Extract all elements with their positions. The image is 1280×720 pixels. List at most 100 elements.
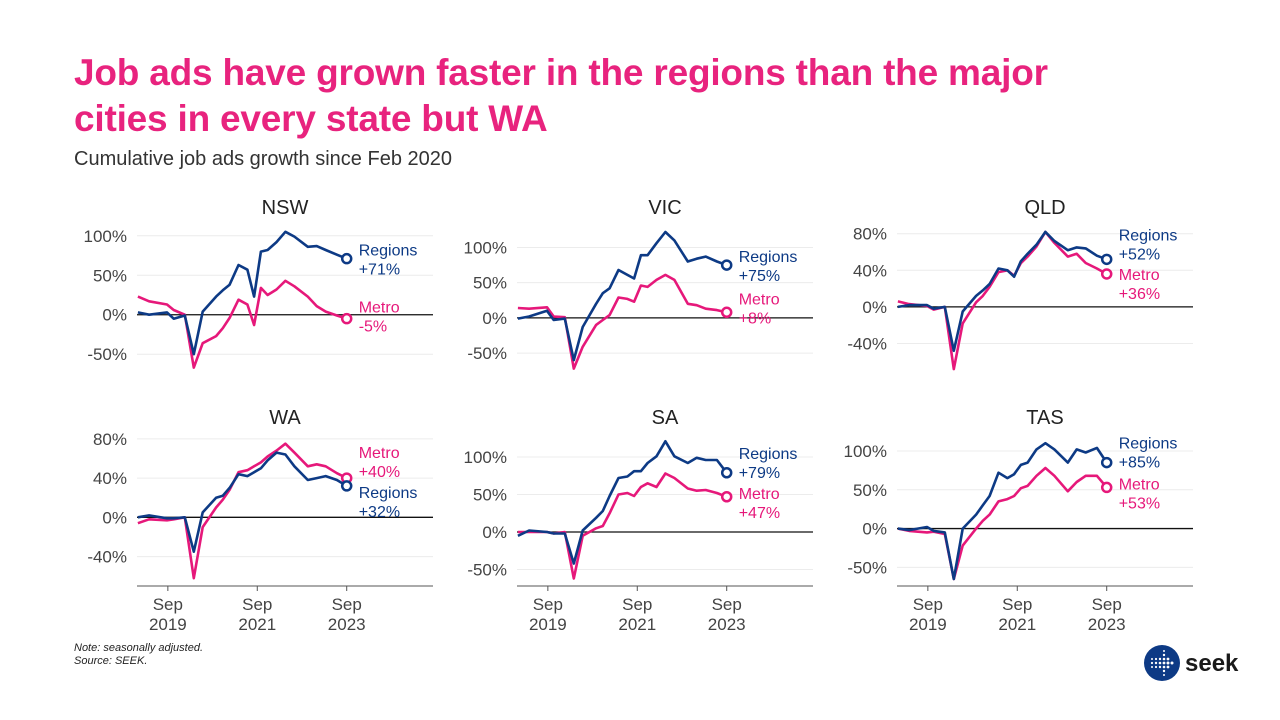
source-text: Source: SEEK. xyxy=(74,655,148,667)
y-tick-label: 0% xyxy=(862,520,887,539)
end-point-regions xyxy=(1100,253,1113,266)
seek-logo: seek xyxy=(1143,644,1253,682)
x-tick-year: 2019 xyxy=(149,615,187,634)
panel-qld: QLD -40% 0% 40% 80% Metro +36% Regions +52% xyxy=(820,190,1200,395)
series-name-label: Metro xyxy=(739,486,780,503)
y-tick-label: 40% xyxy=(93,469,127,488)
y-tick-label: 50% xyxy=(853,481,887,500)
x-tick-month: Sep xyxy=(1002,595,1032,614)
series-end-value-label: +47% xyxy=(739,505,780,522)
x-tick-year: 2021 xyxy=(618,615,656,634)
panel-svg: TAS-50%0%50%100%Sep2019Sep2021Sep2023Met… xyxy=(844,407,1193,634)
x-tick-year: 2023 xyxy=(1088,615,1126,634)
footnote: Note: seasonally adjusted. Source: SEEK. xyxy=(74,642,203,668)
panel-svg: WA-40%0%40%80%Sep2019Sep2021Sep2023Metro… xyxy=(87,407,433,634)
panel-title: QLD xyxy=(1024,197,1065,219)
panel-vic: VIC -50% 0% 50% 100% Metro +8% Regions +75% xyxy=(440,190,820,395)
series-line-metro xyxy=(517,273,727,370)
series-end-value-label: -5% xyxy=(359,319,387,336)
series-line-regions xyxy=(137,230,348,356)
y-tick-label: 0% xyxy=(482,523,507,542)
end-point-regions xyxy=(340,252,353,265)
series-line-metro xyxy=(897,466,1108,581)
y-tick-label: 100% xyxy=(464,448,507,467)
end-point-metro xyxy=(1100,481,1113,494)
logo-text: seek xyxy=(1185,650,1239,677)
y-tick-label: 50% xyxy=(473,274,507,293)
panel-wa: WA -40% 0% 40% 80% Sep 2019 Sep 2021 Sep 2023 Metro… xyxy=(60,400,440,650)
x-tick-month: Sep xyxy=(153,595,183,614)
end-point-metro xyxy=(720,491,733,503)
y-tick-label: -50% xyxy=(467,344,507,363)
y-tick-label: 0% xyxy=(862,298,887,317)
series-name-label: Metro xyxy=(739,291,780,308)
series-end-value-label: +32% xyxy=(359,504,400,521)
panel-title: NSW xyxy=(262,197,309,219)
panel-sa: SA -50% 0% 50% 100% Sep 2019 Sep 2021 Sep 2023 Metr… xyxy=(440,400,820,650)
x-tick-year: 2019 xyxy=(529,615,567,634)
x-tick-year: 2021 xyxy=(998,615,1036,634)
series-line-metro xyxy=(137,442,348,580)
series-line-regions xyxy=(897,441,1108,581)
y-tick-label: 0% xyxy=(102,508,127,527)
y-tick-label: 0% xyxy=(102,306,127,325)
series-line-metro xyxy=(897,230,1108,371)
series-line-regions xyxy=(137,451,348,553)
series-line-regions xyxy=(517,439,728,565)
y-tick-label: 40% xyxy=(853,261,887,280)
x-tick-month: Sep xyxy=(712,595,742,614)
series-line-metro xyxy=(137,279,348,369)
y-tick-label: 0% xyxy=(482,309,507,328)
x-tick-month: Sep xyxy=(242,595,272,614)
series-line-regions xyxy=(517,230,728,362)
series-end-value-label: +79% xyxy=(739,465,780,482)
series-end-value-label: +36% xyxy=(1119,286,1160,303)
y-tick-label: -50% xyxy=(87,345,127,364)
panel-nsw: NSW -50% 0% 50% 100% Metro -5% Regions +71% xyxy=(60,190,440,395)
note-text: Note: seasonally adjusted. xyxy=(74,642,204,654)
end-point-regions xyxy=(720,467,733,479)
end-point-regions xyxy=(340,480,353,492)
series-end-value-label: +52% xyxy=(1119,246,1160,263)
y-tick-label: 50% xyxy=(473,486,507,505)
chart-title-line-2: cities in every state but WA xyxy=(74,98,548,139)
series-end-value-label: +71% xyxy=(359,262,400,279)
panel-title: VIC xyxy=(648,197,681,219)
y-tick-label: -40% xyxy=(87,548,127,567)
y-tick-label: 100% xyxy=(844,442,887,461)
series-name-label: Regions xyxy=(1119,227,1178,244)
chart-subtitle: Cumulative job ads growth since Feb 2020 xyxy=(74,148,452,170)
panel-title: SA xyxy=(652,407,679,429)
series-name-label: Metro xyxy=(359,300,400,317)
series-name-label: Regions xyxy=(1119,436,1178,453)
y-tick-label: 100% xyxy=(464,238,507,257)
y-tick-label: 50% xyxy=(93,266,127,285)
panel-tas: TAS -50% 0% 50% 100% Sep 2019 Sep 2021 Sep 2023 Met… xyxy=(820,400,1200,650)
series-end-value-label: +8% xyxy=(739,310,771,327)
series-end-value-label: +53% xyxy=(1119,495,1160,512)
series-name-label: Metro xyxy=(359,445,400,462)
series-end-value-label: +85% xyxy=(1119,455,1160,472)
series-name-label: Regions xyxy=(359,243,418,260)
x-tick-year: 2023 xyxy=(328,615,366,634)
x-tick-month: Sep xyxy=(1092,595,1122,614)
end-point-metro xyxy=(340,312,353,325)
y-tick-label: 80% xyxy=(93,430,127,449)
end-point-regions xyxy=(720,259,733,271)
chart-title: Job ads have grown faster in the regions… xyxy=(74,50,1048,142)
panel-svg: QLD -40% 0% 40% 80% Metro +36% Regions +52% xyxy=(847,197,1193,371)
chart-title-line-1: Job ads have grown faster in the regions… xyxy=(74,52,1048,93)
series-name-label: Regions xyxy=(739,249,798,266)
series-name-label: Regions xyxy=(739,446,798,463)
series-line-regions xyxy=(897,230,1108,353)
x-tick-year: 2019 xyxy=(909,615,947,634)
series-name-label: Metro xyxy=(1119,267,1160,284)
series-name-label: Regions xyxy=(359,485,418,502)
x-tick-month: Sep xyxy=(622,595,652,614)
y-tick-label: 100% xyxy=(84,227,127,246)
x-tick-year: 2021 xyxy=(238,615,276,634)
end-point-regions xyxy=(1100,456,1113,469)
x-tick-month: Sep xyxy=(913,595,943,614)
series-end-value-label: +40% xyxy=(359,464,400,481)
y-tick-label: -40% xyxy=(847,334,887,353)
